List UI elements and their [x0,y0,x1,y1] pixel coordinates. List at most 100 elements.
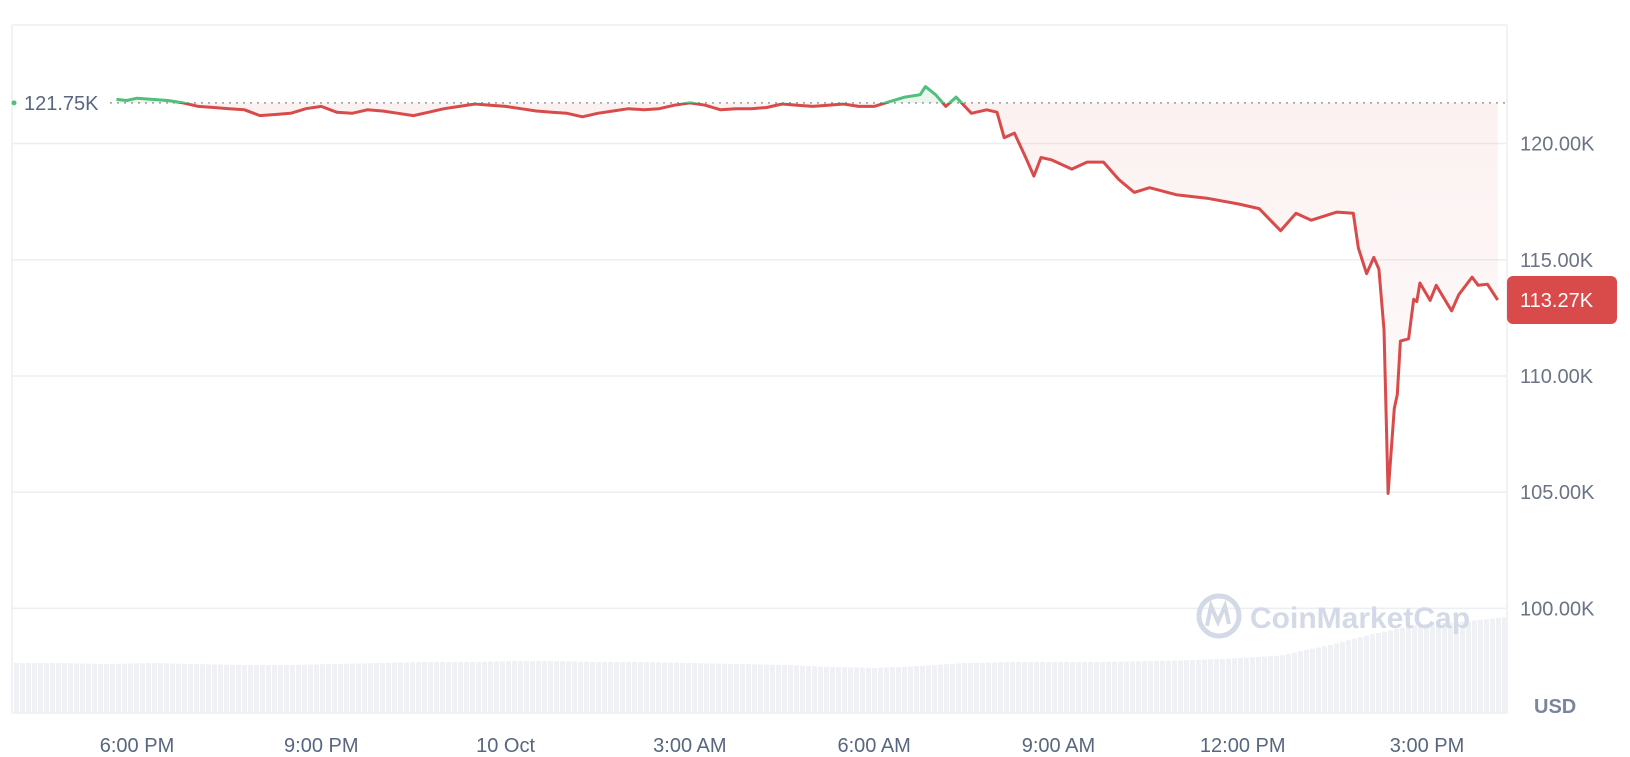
volume-bar [764,664,769,713]
volume-bar [1208,659,1213,713]
volume-bar [1190,660,1195,713]
volume-bar [734,663,739,713]
volume-bar [1316,647,1321,713]
volume-bar [200,664,205,713]
volume-bar [500,661,505,713]
volume-bar [416,662,421,713]
coinmarketcap-logo-mark [1205,599,1231,627]
volume-bar [908,666,913,713]
volume-bar [1382,631,1387,713]
volume-bar [452,662,457,713]
volume-bar [146,663,151,713]
volume-bars [14,617,1507,713]
volume-bar [296,664,301,713]
volume-bar [512,661,517,713]
volume-bar [344,663,349,713]
volume-bar [830,666,835,713]
volume-bar [1370,634,1375,713]
volume-bar [854,667,859,713]
volume-bar [710,663,715,713]
volume-bar [962,663,967,713]
volume-bar [1436,623,1441,713]
volume-bar [1412,625,1417,713]
volume-bar [1166,660,1171,713]
volume-bar [632,662,637,713]
volume-bar [488,661,493,713]
volume-bar [938,664,943,713]
volume-bar [152,663,157,713]
volume-bar [1400,627,1405,713]
volume-bar [1178,660,1183,713]
volume-bar [1478,619,1483,713]
volume-bar [608,662,613,713]
volume-bar [1274,655,1279,713]
x-tick-label: 12:00 PM [1200,735,1286,757]
volume-bar [1460,621,1465,713]
volume-bar [1358,637,1363,713]
volume-bar [1196,659,1201,713]
volume-bar [788,665,793,713]
volume-bar [392,662,397,713]
volume-bar [1088,662,1093,713]
volume-bar [752,664,757,713]
volume-bar [260,665,265,713]
x-tick-label: 9:00 AM [1022,735,1095,757]
volume-bar [1292,652,1297,713]
volume-bar [116,663,121,713]
volume-bar [662,662,667,713]
volume-bar [26,663,31,713]
volume-bar [164,663,169,713]
volume-bar [590,661,595,713]
volume-bar [1430,623,1435,713]
volume-bar [1310,648,1315,713]
volume-bar [440,662,445,713]
volume-bar [1154,660,1159,713]
volume-bar [1502,617,1507,713]
volume-bar [272,665,277,713]
volume-bar [1100,662,1105,713]
volume-bar [458,662,463,713]
volume-bar [1064,662,1069,713]
volume-bar [362,663,367,713]
volume-bar [536,661,541,713]
coinmarketcap-logo-icon [1196,593,1242,639]
volume-bar [842,667,847,713]
volume-bar [596,662,601,713]
volume-bar [956,663,961,713]
volume-bar [920,665,925,713]
volume-bar [578,661,583,713]
volume-bar [1028,662,1033,713]
volume-bar [968,662,973,713]
volume-bar [554,661,559,713]
price-line-up [116,85,964,103]
volume-bar [782,664,787,713]
volume-bar [1418,624,1423,713]
volume-bar [80,663,85,713]
volume-bar [1280,655,1285,713]
volume-bar [824,666,829,713]
volume-bar [1106,661,1111,713]
volume-bar [1334,643,1339,713]
volume-bar [1226,658,1231,713]
volume-bar [1496,617,1501,713]
volume-bar [1340,641,1345,713]
volume-bar [674,662,679,713]
volume-bar [278,665,283,713]
volume-bar [494,661,499,713]
volume-bar [1244,657,1249,713]
volume-bar [410,662,415,713]
volume-bar [284,665,289,713]
volume-bar [398,662,403,713]
volume-bar [14,663,19,713]
y-axis: 120.00K 115.00K 110.00K 105.00K 100.00K [1520,134,1595,621]
volume-bar [506,661,511,713]
volume-bar [926,665,931,713]
volume-bar [1466,621,1471,713]
volume-bar [800,665,805,713]
volume-bar [1010,662,1015,713]
volume-bar [860,667,865,713]
volume-bar [68,663,73,713]
volume-bar [308,664,313,713]
volume-bar [698,663,703,713]
volume-bar [518,661,523,713]
